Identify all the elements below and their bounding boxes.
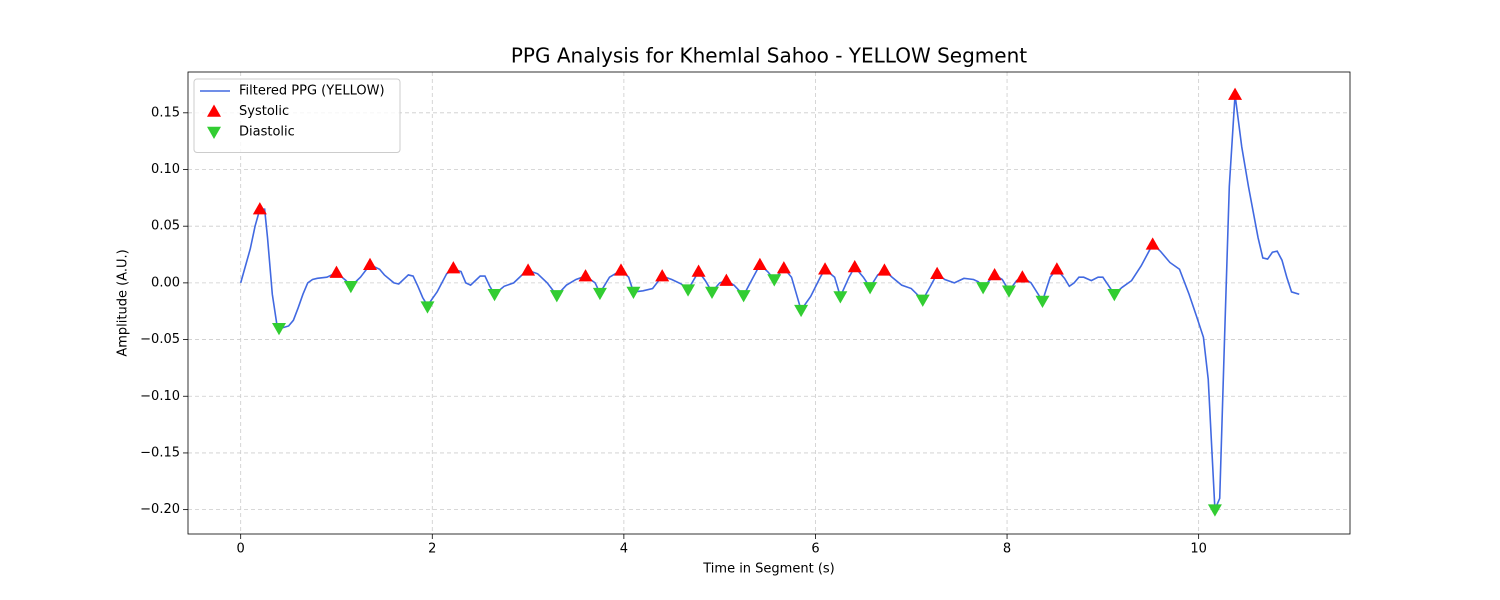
peak-marker xyxy=(613,263,628,276)
plot-frame xyxy=(187,71,1351,535)
peak-marker xyxy=(487,288,502,302)
x-axis-label: Time in Segment (s) xyxy=(702,562,834,577)
peak-marker xyxy=(1015,270,1030,283)
peak-marker xyxy=(776,261,791,274)
peak-marker xyxy=(691,264,706,277)
y-tick-label: −0.05 xyxy=(140,332,180,347)
y-tick-label: −0.15 xyxy=(140,445,180,460)
peak-marker xyxy=(1145,237,1160,250)
x-tick-label: 10 xyxy=(1190,542,1207,557)
y-tick-label: 0.15 xyxy=(151,105,180,120)
x-tick-label: 2 xyxy=(428,542,436,557)
peak-marker xyxy=(767,274,782,287)
peak-marker xyxy=(446,261,461,274)
peak-marker xyxy=(847,260,862,273)
peak-marker xyxy=(329,265,344,278)
peak-marker xyxy=(1228,87,1243,100)
peak-marker xyxy=(915,294,930,307)
peak-marker xyxy=(1049,262,1064,275)
peak-marker xyxy=(863,282,878,295)
y-tick-label: −0.10 xyxy=(140,389,180,404)
x-tick-label: 4 xyxy=(620,542,628,557)
peak-marker xyxy=(655,269,670,282)
peak-marker xyxy=(833,291,848,304)
chart-title: PPG Analysis for Khemlal Sahoo - YELLOW … xyxy=(511,44,1027,68)
peak-marker xyxy=(752,257,767,270)
legend-label: Diastolic xyxy=(239,125,295,140)
peak-marker xyxy=(420,301,435,314)
data-line xyxy=(239,94,1300,510)
peak-marker xyxy=(930,266,945,280)
peak-marker xyxy=(363,257,378,270)
peak-marker xyxy=(626,286,641,299)
y-tick-label: 0.05 xyxy=(151,219,180,234)
x-tick-label: 8 xyxy=(1003,542,1011,557)
y-tick-label: −0.20 xyxy=(140,502,180,517)
peak-marker xyxy=(1207,504,1222,517)
y-tick-label: 0.00 xyxy=(151,275,180,290)
peak-marker xyxy=(592,287,607,301)
y-tick-label: 0.10 xyxy=(151,162,180,177)
peak-marker xyxy=(1035,295,1050,309)
peak-marker xyxy=(272,322,287,336)
peak-marker xyxy=(987,267,1002,281)
legend-label: Systolic xyxy=(239,104,289,119)
legend-swatch xyxy=(207,104,221,117)
peak-marker xyxy=(877,263,892,276)
legend-swatch xyxy=(207,126,221,139)
peak-marker xyxy=(794,304,809,318)
peak-marker xyxy=(343,281,358,294)
x-tick-label: 6 xyxy=(811,542,819,557)
peak-marker xyxy=(736,290,751,303)
peak-marker xyxy=(818,262,833,275)
peak-marker xyxy=(681,284,696,297)
peak-marker xyxy=(252,202,267,215)
legend-label: Filtered PPG (YELLOW) xyxy=(239,84,385,99)
peak-marker xyxy=(976,282,991,295)
y-axis-label: Amplitude (A.U.) xyxy=(116,249,131,356)
peak-marker xyxy=(1001,285,1016,298)
peak-marker xyxy=(521,263,536,276)
peak-marker xyxy=(549,290,564,303)
x-tick-label: 0 xyxy=(237,542,245,557)
peak-marker xyxy=(578,269,593,282)
peak-marker xyxy=(705,286,720,299)
legend-box xyxy=(193,78,401,153)
peak-marker xyxy=(1107,288,1122,302)
peak-marker xyxy=(719,273,734,286)
